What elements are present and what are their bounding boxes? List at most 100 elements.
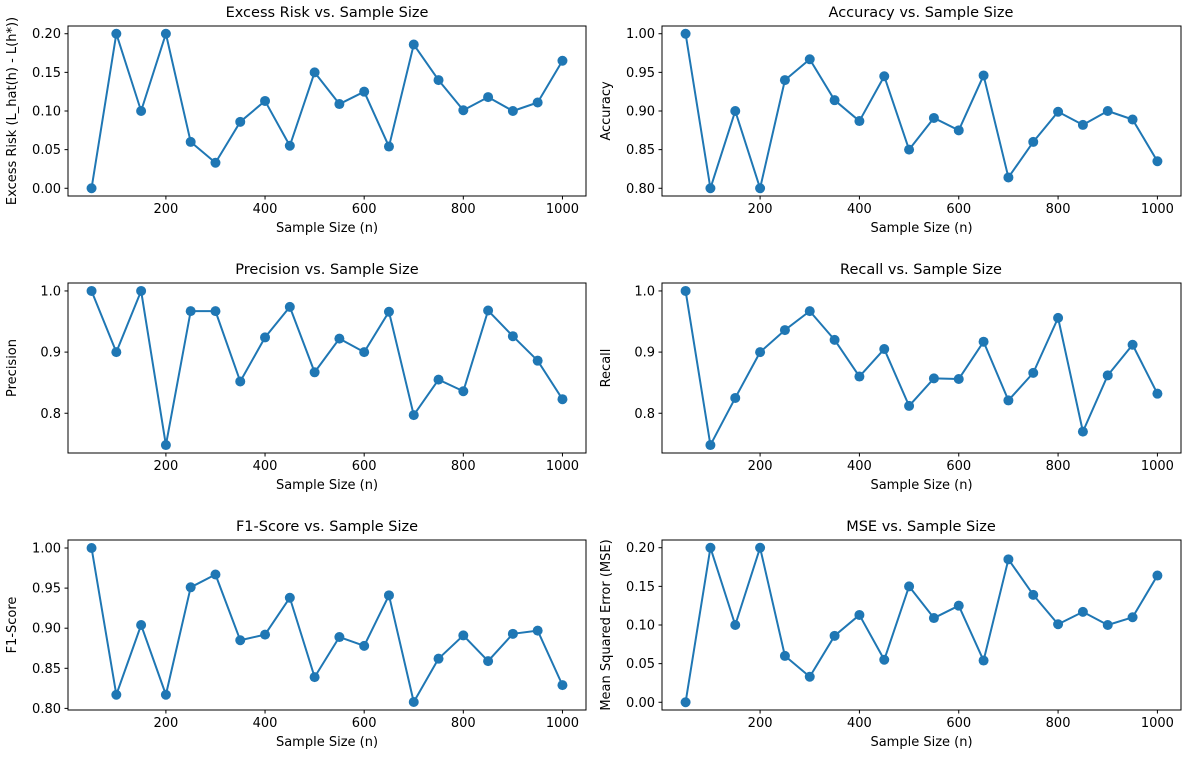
- x-tick-label: 1000: [546, 716, 579, 731]
- y-tick-label: 0.9: [40, 346, 61, 361]
- y-tick-label: 0.15: [32, 66, 61, 81]
- x-tick-label: 1000: [546, 202, 579, 217]
- chart-excess-risk: Excess Risk vs. Sample Size 200 400 600 800…: [0, 0, 594, 257]
- y-tick-label: 0.9: [634, 346, 655, 361]
- data-point: [755, 183, 766, 194]
- data-point: [284, 592, 295, 603]
- data-point: [730, 620, 741, 630]
- data-point: [1053, 619, 1064, 630]
- data-point: [408, 696, 419, 707]
- x-tick-label: 400: [847, 202, 872, 217]
- chart-title: Excess Risk vs. Sample Size: [225, 5, 429, 21]
- chart-title: Accuracy vs. Sample Size: [828, 5, 1014, 21]
- y-tick-label: 0.15: [626, 580, 655, 595]
- x-axis-label: Sample Size (n): [870, 478, 972, 493]
- precision-plot: 200 400 600 800 1000 0.8 0.9 1.0 Sample Size (n)…: [5, 282, 587, 493]
- data-point: [829, 334, 840, 345]
- y-tick-label: 0.85: [626, 143, 655, 158]
- x-tick-label: 200: [153, 459, 178, 474]
- y-tick-label: 1.00: [626, 27, 655, 42]
- data-point: [1053, 312, 1064, 323]
- data-point: [904, 400, 915, 411]
- data-point: [1028, 136, 1039, 147]
- y-tick-label: 0.90: [32, 622, 61, 637]
- data-point: [1028, 589, 1039, 600]
- data-line: [90, 289, 564, 447]
- data-point: [755, 347, 766, 358]
- data-point: [557, 680, 568, 691]
- data-point: [160, 689, 171, 700]
- data-point: [680, 697, 691, 708]
- chart-recall: Recall vs. Sample Size 200 400 600 800 1000 0…: [594, 257, 1189, 514]
- data-point: [1003, 172, 1014, 183]
- data-point: [210, 569, 221, 580]
- data-point: [705, 542, 716, 553]
- data-point: [1127, 339, 1138, 350]
- data-point: [359, 640, 370, 651]
- data-point: [1003, 395, 1014, 406]
- chart-precision: Precision vs. Sample Size 200 400 600 800 10…: [0, 257, 594, 514]
- data-point: [408, 410, 419, 421]
- data-point: [433, 653, 444, 664]
- y-tick-label: 0.10: [626, 619, 655, 634]
- x-tick-label: 200: [153, 716, 178, 731]
- data-point: [136, 106, 147, 116]
- x-axis-label: Sample Size (n): [276, 478, 378, 493]
- data-point: [483, 92, 494, 103]
- y-tick-label: 1.0: [634, 284, 655, 299]
- data-point: [829, 95, 840, 106]
- y-tick-label: 0.20: [32, 27, 61, 42]
- y-tick-label: 0.05: [626, 657, 655, 672]
- mse-plot: 200 400 600 800 1000 0.00 0.05 0.10 0.15 0.20 Samp…: [599, 539, 1182, 750]
- data-point: [904, 144, 915, 155]
- x-tick-label: 200: [748, 202, 773, 217]
- data-point: [804, 671, 815, 682]
- x-tick-label: 1000: [546, 459, 579, 474]
- data-point: [904, 581, 915, 592]
- data-point: [160, 440, 171, 451]
- data-point: [1028, 367, 1039, 378]
- x-axis-label: Sample Size (n): [276, 221, 378, 236]
- data-point: [779, 75, 790, 86]
- plot-border: [661, 539, 1182, 711]
- x-tick-label: 600: [352, 202, 377, 217]
- chart-mse: MSE vs. Sample Size 200 400 600 800 1000 0.00…: [594, 514, 1189, 772]
- data-point: [86, 543, 97, 554]
- f1-score-plot: 200 400 600 800 1000 0.80 0.85 0.90 0.95 1.00 Samp…: [5, 539, 587, 750]
- data-point: [779, 650, 790, 661]
- data-point: [136, 620, 147, 630]
- data-point: [284, 140, 295, 151]
- data-point: [705, 440, 716, 451]
- data-point: [483, 305, 494, 316]
- data-point: [309, 367, 320, 378]
- y-tick-label: 0.20: [626, 541, 655, 556]
- chart-f1-score: F1-Score vs. Sample Size 200 400 600 800 100…: [0, 514, 594, 772]
- y-axis-label: Precision: [5, 339, 20, 397]
- data-point: [260, 629, 271, 640]
- data-point: [928, 613, 939, 624]
- data-point: [1053, 106, 1064, 117]
- data-point: [334, 99, 345, 110]
- data-point: [1127, 114, 1138, 125]
- x-tick-label: 400: [847, 459, 872, 474]
- x-tick-label: 600: [352, 459, 377, 474]
- y-tick-label: 0.90: [626, 105, 655, 120]
- data-point: [185, 582, 196, 593]
- data-point: [978, 70, 989, 81]
- data-point: [1077, 426, 1088, 437]
- y-tick-label: 0.00: [626, 696, 655, 711]
- data-point: [309, 67, 320, 78]
- x-tick-label: 1000: [1141, 716, 1174, 731]
- data-point: [879, 344, 890, 355]
- data-point: [730, 106, 741, 116]
- data-point: [383, 590, 394, 601]
- x-tick-label: 800: [1046, 202, 1071, 217]
- y-tick-label: 0.05: [32, 143, 61, 158]
- y-tick-label: 1.0: [40, 284, 61, 299]
- data-point: [111, 347, 122, 358]
- data-point: [1102, 620, 1113, 630]
- data-point: [260, 95, 271, 106]
- data-point: [136, 285, 147, 296]
- data-point: [1077, 119, 1088, 130]
- data-point: [359, 347, 370, 358]
